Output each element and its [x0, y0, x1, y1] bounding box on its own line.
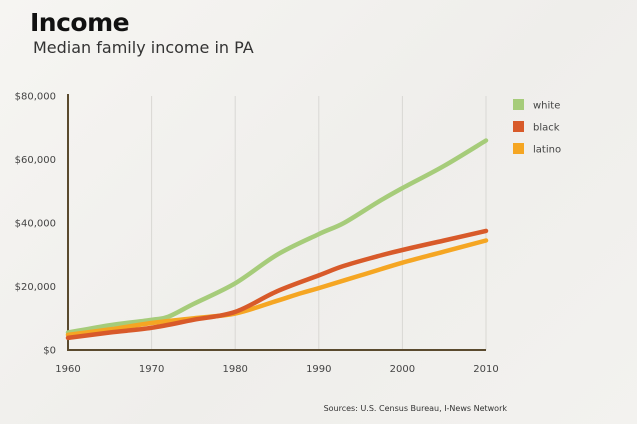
- legend-label-latino: latino: [533, 145, 561, 156]
- legend-swatch-black: [513, 121, 524, 132]
- x-tick-label: 2010: [473, 364, 498, 375]
- x-tick-label: 1970: [139, 364, 164, 375]
- series-lines: [65, 138, 489, 341]
- y-tick-label: $0: [43, 346, 56, 357]
- grid-lines: [151, 96, 487, 350]
- y-tick-label: $80,000: [15, 92, 56, 103]
- x-tick-label: 2000: [390, 364, 415, 375]
- y-tick-label: $40,000: [15, 219, 56, 230]
- tick-labels: $0 $20,000 $40,000 $60,000 $80,000 1960 1970 19…: [15, 92, 499, 376]
- x-tick-label: 1980: [222, 364, 247, 375]
- series-line-black: [65, 228, 489, 341]
- legend-swatch-white: [513, 99, 524, 110]
- y-tick-label: $60,000: [15, 155, 56, 166]
- x-tick-label: 1990: [306, 364, 331, 375]
- chart-title: Income: [30, 8, 130, 37]
- axes: [67, 94, 486, 351]
- series-line-latino: [65, 238, 489, 338]
- x-tick-label: 1960: [55, 364, 80, 375]
- source-note: Sources: U.S. Census Bureau, I-News Netw…: [323, 404, 507, 413]
- legend: white black latino: [513, 99, 561, 156]
- series-line-white: [65, 138, 489, 335]
- legend-label-white: white: [533, 101, 560, 112]
- chart-subtitle: Median family income in PA: [33, 38, 254, 57]
- y-tick-label: $20,000: [15, 282, 56, 293]
- legend-label-black: black: [533, 123, 560, 134]
- legend-swatch-latino: [513, 143, 524, 154]
